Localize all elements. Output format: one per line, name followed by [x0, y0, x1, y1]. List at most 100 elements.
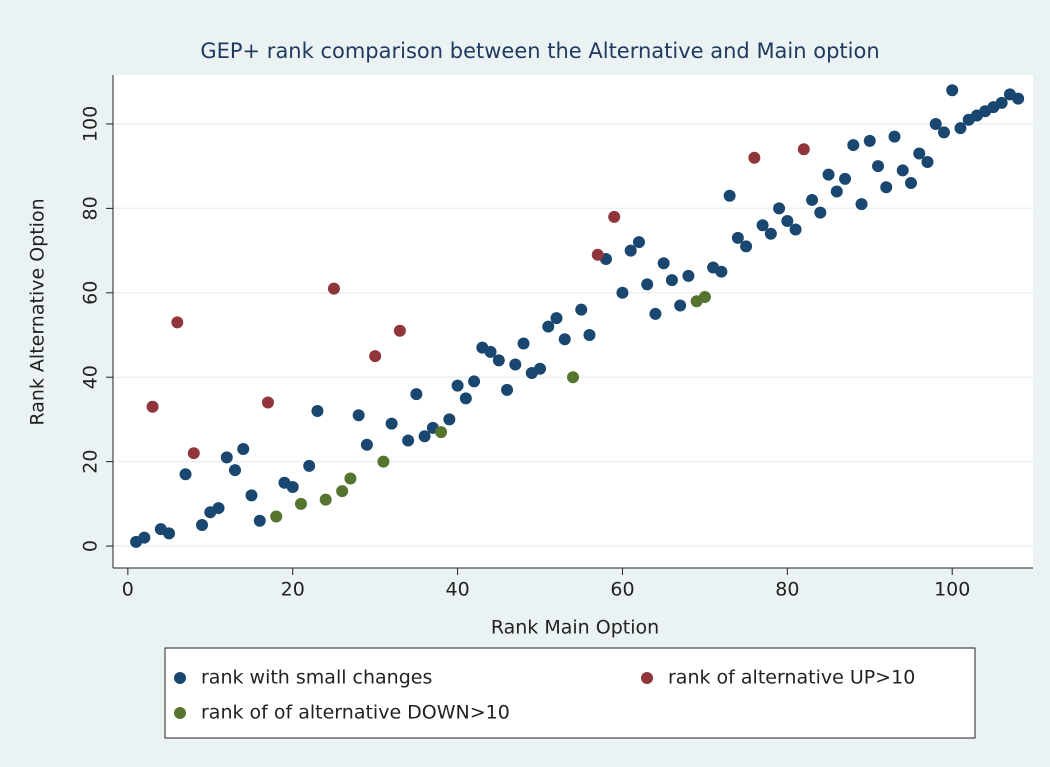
point	[789, 223, 802, 236]
point	[187, 447, 200, 460]
point	[344, 472, 357, 485]
point	[245, 489, 258, 502]
point	[418, 430, 431, 443]
point	[624, 244, 637, 257]
point	[773, 202, 786, 215]
y-tick-label: 100	[80, 106, 102, 142]
point	[517, 337, 530, 350]
point	[855, 198, 868, 211]
point	[632, 236, 645, 249]
point	[196, 518, 209, 531]
point	[822, 168, 835, 181]
point	[995, 96, 1008, 109]
point	[946, 84, 959, 97]
point	[616, 286, 629, 299]
point	[550, 312, 563, 325]
y-tick-label: 40	[80, 365, 102, 389]
point	[682, 269, 695, 282]
point	[360, 438, 373, 451]
point	[937, 126, 950, 139]
point	[756, 219, 769, 232]
point	[657, 257, 670, 270]
point	[731, 231, 744, 244]
point	[723, 189, 736, 202]
point	[402, 434, 415, 447]
point	[649, 307, 662, 320]
point	[608, 210, 621, 223]
point	[847, 139, 860, 152]
y-tick-label: 0	[80, 540, 102, 552]
point	[641, 278, 654, 291]
point	[443, 413, 456, 426]
y-axis-label: Rank Alternative Option	[27, 198, 49, 425]
point	[229, 464, 242, 477]
y-tick-label: 20	[80, 450, 102, 474]
legend-marker	[174, 707, 186, 719]
point	[270, 510, 283, 523]
point	[146, 400, 159, 413]
point	[872, 160, 885, 173]
point	[311, 404, 324, 417]
point	[253, 514, 266, 527]
point	[509, 358, 522, 371]
point	[237, 442, 250, 455]
point	[913, 147, 926, 160]
point	[286, 480, 299, 493]
legend-marker	[641, 672, 653, 684]
point	[212, 502, 225, 515]
point	[138, 531, 151, 544]
point	[451, 379, 464, 392]
plot-area	[113, 75, 1033, 568]
chart-title: GEP+ rank comparison between the Alterna…	[200, 39, 879, 63]
point	[740, 240, 753, 253]
point	[179, 468, 192, 481]
point	[830, 185, 843, 198]
x-tick-label: 40	[445, 579, 469, 601]
point	[369, 350, 382, 363]
x-tick-label: 20	[281, 579, 305, 601]
point	[484, 345, 497, 358]
point	[888, 130, 901, 143]
point	[492, 354, 505, 367]
legend-box	[164, 647, 976, 739]
point	[468, 375, 481, 388]
point	[303, 459, 316, 472]
point	[665, 274, 678, 287]
point	[377, 455, 390, 468]
point	[319, 493, 332, 506]
point	[797, 143, 810, 156]
point	[336, 485, 349, 498]
point	[839, 172, 852, 185]
point	[715, 265, 728, 278]
point	[352, 409, 365, 422]
point	[954, 122, 967, 135]
point	[921, 155, 934, 168]
x-tick-label: 80	[775, 579, 799, 601]
point	[880, 181, 893, 194]
point	[393, 324, 406, 337]
point	[294, 497, 307, 510]
x-tick-label: 100	[934, 579, 970, 601]
point	[385, 417, 398, 430]
point	[814, 206, 827, 219]
legend-marker	[174, 672, 186, 684]
point	[781, 215, 794, 228]
point	[748, 151, 761, 164]
point	[558, 333, 571, 346]
point	[863, 134, 876, 147]
legend-label: rank of alternative UP>10	[668, 667, 915, 689]
point	[327, 282, 340, 295]
point	[410, 388, 423, 401]
point	[904, 177, 917, 190]
point	[542, 320, 555, 333]
point	[567, 371, 579, 384]
x-tick-label: 60	[610, 579, 634, 601]
point	[163, 527, 176, 540]
y-tick-label: 80	[80, 196, 102, 220]
point	[764, 227, 777, 240]
y-tick-label: 60	[80, 281, 102, 305]
x-axis-label: Rank Main Option	[491, 617, 659, 639]
point	[698, 291, 711, 304]
point	[220, 451, 233, 464]
